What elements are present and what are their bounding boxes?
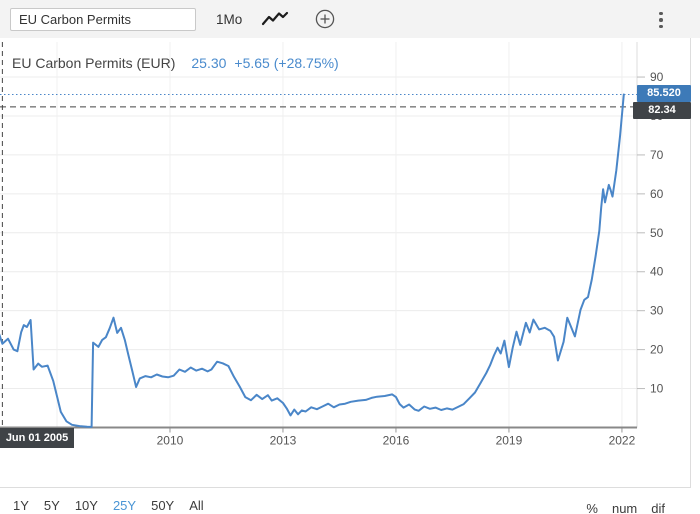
svg-text:10: 10: [650, 382, 664, 396]
add-compare-icon[interactable]: [314, 8, 336, 30]
chart-plot-area[interactable]: 20102013201620192022102030405060708090: [0, 38, 690, 458]
svg-text:20: 20: [650, 343, 664, 357]
search-input[interactable]: [10, 7, 196, 31]
crosshair-date-badge: Jun 01 2005: [0, 428, 74, 448]
mode-percent[interactable]: %: [586, 500, 598, 514]
svg-text:2013: 2013: [270, 434, 297, 448]
svg-text:2022: 2022: [609, 434, 636, 448]
line-style-icon[interactable]: [260, 9, 290, 29]
mode-dif[interactable]: dif: [651, 500, 665, 514]
svg-text:2019: 2019: [496, 434, 523, 448]
svg-text:2016: 2016: [383, 434, 410, 448]
more-menu-icon[interactable]: [653, 7, 669, 33]
price-change: +5.65 (+28.75%): [234, 55, 339, 71]
svg-text:40: 40: [650, 265, 664, 279]
svg-text:60: 60: [650, 187, 664, 201]
quote-values: 25.30 +5.65 (+28.75%): [191, 55, 338, 71]
svg-text:90: 90: [650, 70, 664, 84]
range-group: 1Y 5Y 10Y 25Y 50Y All: [13, 498, 204, 514]
svg-text:2010: 2010: [157, 434, 184, 448]
crosshair-price-badge: 82.34: [633, 102, 691, 119]
range-1y[interactable]: 1Y: [13, 497, 29, 513]
price-value: 25.30: [191, 55, 227, 71]
range-5y[interactable]: 5Y: [43, 497, 60, 513]
top-toolbar: 1Mo: [0, 0, 700, 38]
range-all[interactable]: All: [189, 497, 204, 513]
chart-header: EU Carbon Permits (EUR) 25.30 +5.65 (+28.…: [12, 55, 339, 71]
frequency-dropdown[interactable]: 1Mo: [216, 11, 243, 27]
mode-num[interactable]: num: [611, 500, 638, 514]
svg-text:50: 50: [650, 226, 664, 240]
svg-text:30: 30: [650, 304, 664, 318]
range-50y[interactable]: 50Y: [151, 497, 175, 513]
range-25y[interactable]: 25Y: [113, 498, 136, 514]
last-price-badge: 85.520: [637, 85, 691, 102]
svg-text:70: 70: [650, 148, 664, 162]
chart-widget: 20102013201620192022102030405060708090 E…: [0, 38, 691, 514]
instrument-title: EU Carbon Permits (EUR): [12, 55, 176, 71]
range-toolbar: 1Y 5Y 10Y 25Y 50Y All % num dif: [0, 493, 691, 514]
mode-group: % num dif: [586, 501, 665, 514]
range-10y[interactable]: 10Y: [74, 497, 98, 513]
